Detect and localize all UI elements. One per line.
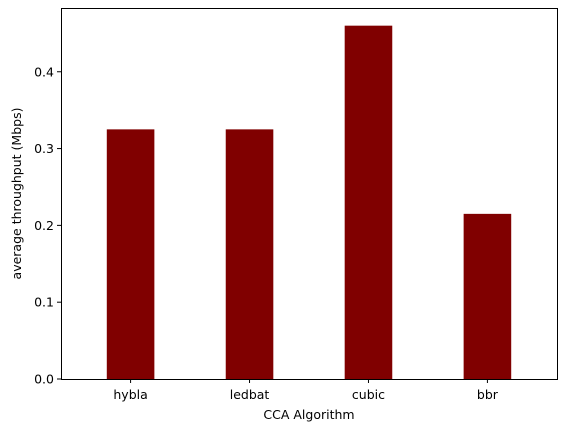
y-tick-label: 0.4 <box>34 64 54 79</box>
x-tick-label-bbr: bbr <box>477 387 499 402</box>
x-axis-ticks: hybla ledbat cubic bbr <box>113 379 499 402</box>
x-tick-label-ledbat: ledbat <box>230 387 270 402</box>
x-tick-label-hybla: hybla <box>113 387 147 402</box>
bar-cubic <box>344 25 393 380</box>
x-axis-label: CCA Algorithm <box>263 407 354 422</box>
bar-bbr <box>463 213 512 379</box>
y-tick-label: 0.0 <box>34 372 54 387</box>
y-axis-label: average throughput (Mbps) <box>9 108 24 280</box>
bar-hybla <box>106 129 155 379</box>
x-tick-label-cubic: cubic <box>352 387 385 402</box>
y-tick-label: 0.2 <box>34 218 54 233</box>
y-axis-ticks: 0.0 0.1 0.2 0.3 0.4 <box>34 64 61 387</box>
y-tick-label: 0.1 <box>34 295 54 310</box>
bar-ledbat <box>225 129 274 379</box>
bars-group <box>106 25 512 380</box>
y-tick-label: 0.3 <box>34 141 54 156</box>
plot-frame <box>61 8 558 380</box>
